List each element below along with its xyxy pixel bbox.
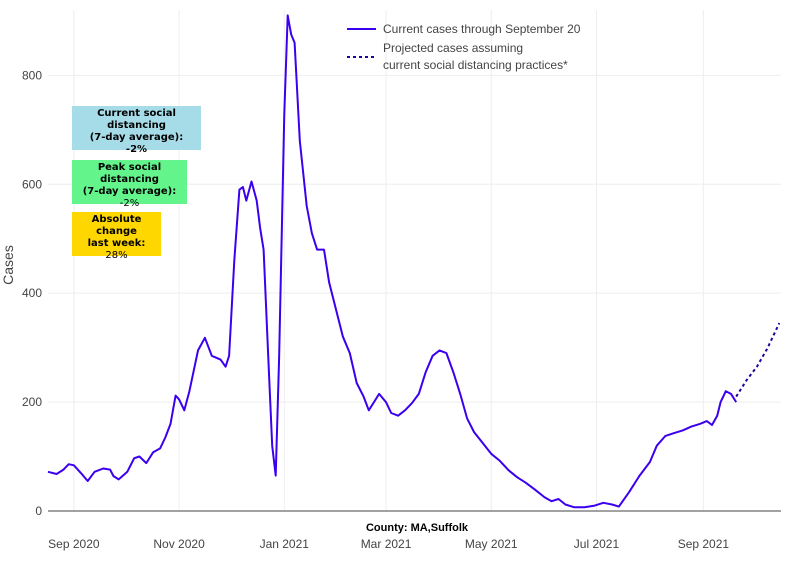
anno-value: -2% — [119, 198, 140, 209]
anno-title-line1: Absolute change — [91, 214, 142, 237]
anno-value: 28% — [105, 250, 128, 261]
x-tick-label: May 2021 — [465, 537, 518, 551]
anno-value: -2% — [125, 144, 148, 155]
y-tick-label: 0 — [35, 504, 42, 518]
legend-label-projected-line2: current social distancing practices* — [383, 58, 568, 72]
x-tick-label: Jan 2021 — [260, 537, 310, 551]
anno-title-line1: Peak social distancing — [97, 162, 162, 185]
series-current-cases[interactable] — [47, 14, 738, 509]
county-label: County: MA,Suffolk — [366, 522, 469, 534]
x-axis-ticks: Sep 2020 Nov 2020 Jan 2021 Mar 2021 May 2021… — [48, 537, 729, 551]
x-tick-label: Sep 2020 — [48, 537, 100, 551]
y-tick-label: 800 — [22, 68, 42, 82]
legend-label-current: Current cases through September 20 — [383, 22, 581, 36]
anno-title-line2: (7-day average): — [89, 132, 184, 143]
y-tick-label: 400 — [22, 286, 42, 300]
y-tick-label: 600 — [22, 177, 42, 191]
x-tick-label: Nov 2020 — [153, 537, 205, 551]
y-axis-label: Cases — [0, 245, 16, 285]
x-tick-label: Jul 2021 — [574, 537, 620, 551]
gridlines — [48, 10, 781, 511]
x-tick-label: Mar 2021 — [361, 537, 412, 551]
y-tick-label: 200 — [22, 395, 42, 409]
anno-title-line2: (7-day average): — [82, 186, 177, 197]
x-tick-label: Sep 2021 — [678, 537, 730, 551]
legend[interactable]: Current cases through September 20 Proje… — [347, 22, 581, 72]
series-projected-cases[interactable] — [735, 322, 781, 398]
y-axis-ticks: 0 200 400 600 800 — [22, 68, 42, 518]
anno-title-line1: Current social distancing — [97, 108, 176, 131]
peak-social-distancing-box: Peak social distancing (7-day average): … — [72, 160, 187, 209]
series-group — [47, 14, 781, 509]
legend-label-projected-line1: Projected cases assuming — [383, 41, 523, 55]
absolute-change-box: Absolute change last week: 28% — [72, 212, 161, 261]
current-social-distancing-box: Current social distancing (7-day average… — [72, 106, 201, 155]
anno-title-line2: last week: — [87, 238, 146, 249]
